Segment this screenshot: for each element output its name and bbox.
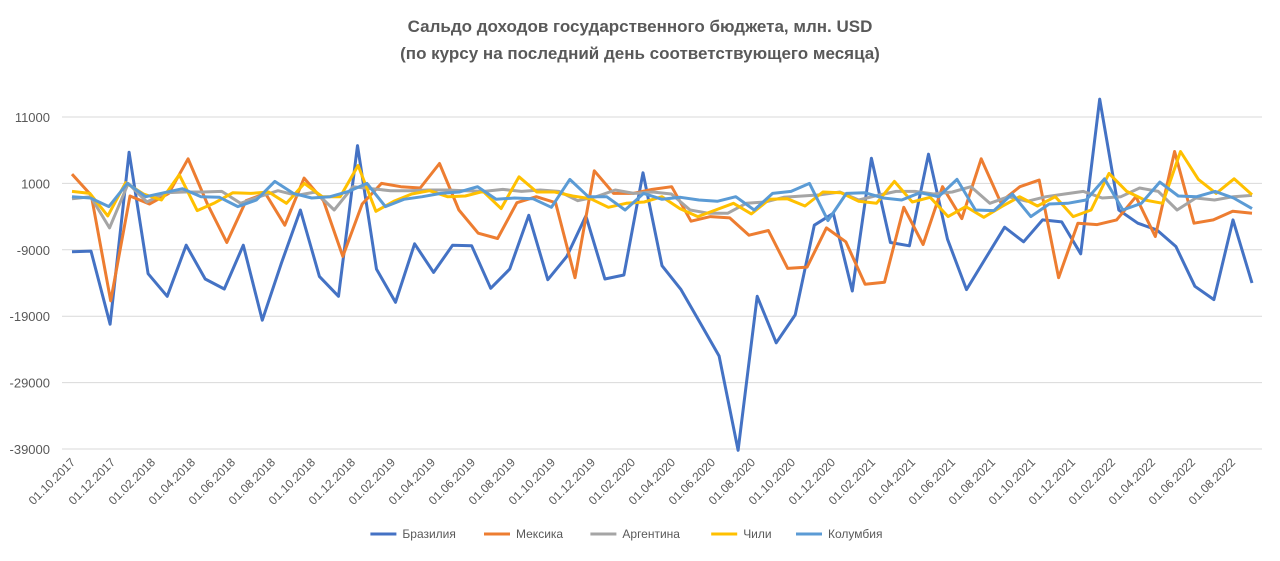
series-line-Мексика (70, 150, 1253, 303)
y-tick-label: -29000 (10, 376, 50, 391)
series-line-Бразилия (71, 97, 1254, 452)
y-tick-label: -39000 (10, 442, 50, 457)
legend-label: Мексика (516, 527, 563, 541)
series-line-Чили (71, 150, 1253, 219)
legend-label: Колумбия (828, 527, 882, 541)
y-tick-label: -9000 (17, 243, 50, 258)
y-tick-label: -19000 (10, 309, 50, 324)
legend-label: Аргентина (622, 527, 680, 541)
legend-label: Бразилия (402, 527, 456, 541)
series-line-Аргентина (71, 181, 1253, 230)
y-tick-label: 11000 (15, 110, 50, 125)
legend-label: Чили (743, 527, 771, 541)
chart-title: Сальдо доходов государственного бюджета,… (407, 17, 873, 36)
series-line-Колумбия (71, 177, 1253, 223)
y-tick-label: 1000 (21, 176, 50, 191)
chart-subtitle: (по курсу на последний день соответствую… (400, 44, 880, 63)
